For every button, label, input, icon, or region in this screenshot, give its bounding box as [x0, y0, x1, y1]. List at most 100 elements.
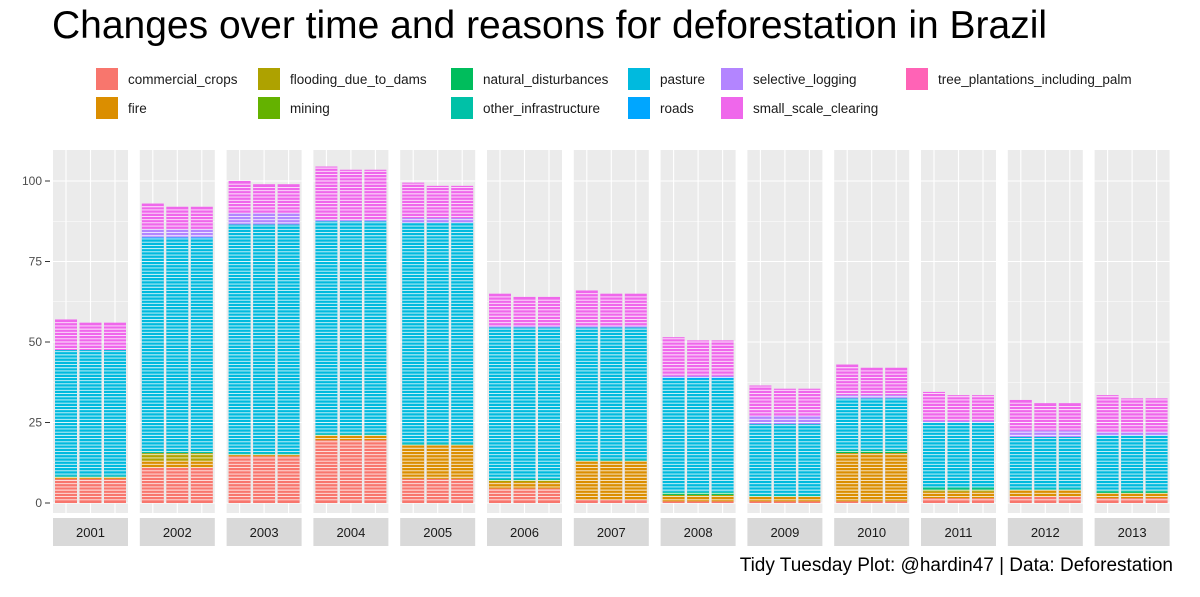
bar-segment-fire: [687, 496, 710, 502]
bar-segment-selective-logging: [402, 218, 425, 223]
bar-segment-selective-logging: [1145, 432, 1168, 436]
facet-strip-label: 2009: [770, 525, 799, 540]
bar-segment-other-infrastructure: [923, 486, 945, 489]
legend-swatch: [628, 97, 650, 119]
bar-segment-other-infrastructure: [836, 449, 859, 452]
bar-segment-commercial-crops: [538, 488, 560, 503]
bar-segment-natural-disturbances: [711, 493, 734, 495]
bar-segment-pasture: [426, 222, 449, 444]
bar-segment-selective-logging: [451, 218, 474, 223]
bar-segment-other-infrastructure: [600, 459, 623, 462]
bar-segment-selective-logging: [1121, 432, 1144, 436]
bar-segment-selective-logging: [253, 213, 276, 225]
bar-segment-pasture: [885, 398, 908, 450]
bar-segment-pasture: [1096, 435, 1119, 491]
legend-swatch: [721, 68, 743, 90]
facet-strip-label: 2004: [336, 525, 365, 540]
legend-label: other_infrastructure: [483, 100, 601, 116]
bar-segment-other-infrastructure: [190, 451, 213, 454]
bar-segment-flooding-due-to-dams: [141, 453, 164, 462]
bar-segment-fire: [513, 482, 536, 489]
bar-segment-selective-logging: [315, 219, 338, 222]
bar-segment-other-infrastructure: [798, 494, 821, 497]
bar-segment-fire: [749, 496, 772, 502]
bar-segment-small-scale-clearing: [798, 388, 821, 417]
bar-segment-natural-disturbances: [947, 488, 970, 491]
facet-strip-label: 2010: [857, 525, 886, 540]
bar-segment-small-scale-clearing: [1058, 403, 1081, 431]
bar-segment-commercial-crops: [836, 501, 859, 503]
facet-strip-label: 2005: [423, 525, 452, 540]
bar-segment-commercial-crops: [860, 501, 883, 503]
bar-segment-roads: [687, 377, 710, 380]
chart-caption: Tidy Tuesday Plot: @hardin47 | Data: Def…: [739, 555, 1173, 576]
legend-item-flooding-due-to-dams: flooding_due_to_dams: [258, 66, 427, 92]
bar-segment-other-infrastructure: [575, 459, 598, 462]
bar-segment-selective-logging: [575, 325, 598, 328]
bar-segment-pasture: [315, 221, 338, 434]
bar-segment-natural-disturbances: [972, 488, 994, 491]
bar-segment-fire: [662, 496, 685, 502]
bar-segment-other-infrastructure: [228, 453, 251, 455]
chart-title: Changes over time and reasons for defore…: [52, 4, 1048, 47]
bar-segment-pasture: [1034, 436, 1057, 489]
bar-segment-fire: [972, 491, 994, 499]
bar-segment-other-infrastructure: [860, 449, 883, 452]
facet-strip: [660, 518, 736, 546]
bar-segment-natural-disturbances: [1145, 491, 1168, 494]
bar-segment-selective-logging: [773, 416, 796, 425]
bar-segment-selective-logging: [228, 213, 251, 225]
bar-segment-small-scale-clearing: [662, 337, 685, 376]
legend-item-fire: fire: [96, 95, 147, 121]
bar-segment-selective-logging: [1058, 430, 1081, 437]
bar-segment-commercial-crops: [749, 501, 772, 503]
bar-segment-fire: [1145, 493, 1168, 499]
bar-segment-other-infrastructure: [277, 453, 300, 455]
bar-segment-other-infrastructure: [1058, 488, 1081, 491]
bar-segment-other-infrastructure: [662, 491, 685, 494]
bar-segment-other-infrastructure: [1121, 490, 1144, 492]
bar-segment-selective-logging: [687, 375, 710, 378]
bar-segment-selective-logging: [662, 375, 685, 378]
legend-label: roads: [660, 100, 694, 116]
legend-swatch: [258, 97, 280, 119]
bar-segment-commercial-crops: [1096, 498, 1119, 503]
legend-swatch: [451, 68, 473, 90]
bar-segment-commercial-crops: [575, 499, 598, 503]
bar-segment-commercial-crops: [1145, 498, 1168, 503]
bar-segment-pasture: [749, 424, 772, 495]
y-tick-label: 25: [29, 416, 43, 430]
bar-segment-fire: [79, 477, 102, 479]
bar-segment-selective-logging: [624, 325, 647, 328]
bar-segment-small-scale-clearing: [253, 184, 276, 214]
bar-segment-roads: [190, 237, 213, 239]
bar-segment-selective-logging: [166, 229, 189, 238]
bar-segment-other-infrastructure: [513, 478, 536, 481]
bar-segment-commercial-crops: [253, 456, 276, 503]
bar-segment-pasture: [402, 222, 425, 444]
bar-segment-other-infrastructure: [166, 451, 189, 454]
facet-strip: [747, 518, 823, 546]
legend-swatch: [258, 68, 280, 90]
facet-strip-label: 2002: [163, 525, 192, 540]
legend-swatch: [451, 97, 473, 119]
bar-segment-roads: [141, 237, 164, 239]
bar-segment-selective-logging: [1009, 430, 1032, 437]
bar-segment-fire: [947, 491, 970, 499]
bar-segment-small-scale-clearing: [885, 367, 908, 396]
bar-segment-other-infrastructure: [79, 475, 102, 478]
legend-item-commercial-crops: commercial_crops: [96, 66, 238, 92]
bar-segment-flooding-due-to-dams: [538, 480, 560, 483]
bar-segment-fire: [104, 477, 126, 479]
y-tick-label: 75: [29, 255, 43, 269]
legend-label: selective_logging: [753, 71, 857, 87]
legend-item-small-scale-clearing: small_scale_clearing: [721, 95, 878, 121]
bar-segment-selective-logging: [339, 219, 362, 222]
bar-segment-small-scale-clearing: [1096, 395, 1119, 433]
bar-segment-natural-disturbances: [1096, 491, 1119, 494]
bar-segment-small-scale-clearing: [79, 322, 102, 351]
bar-segment-selective-logging: [923, 420, 945, 423]
bar-segment-fire: [711, 496, 734, 502]
